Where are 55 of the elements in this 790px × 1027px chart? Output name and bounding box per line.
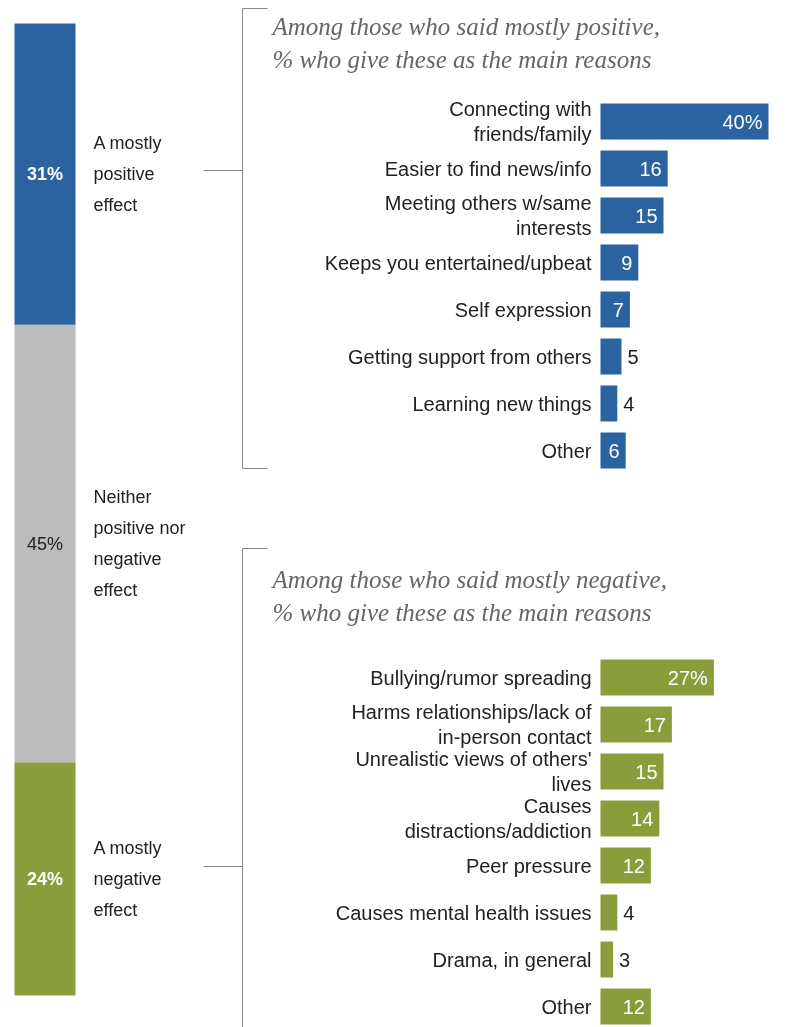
- y-tick-label: Other: [541, 995, 592, 1018]
- bar: [600, 244, 639, 281]
- data-label: 27%: [667, 666, 709, 689]
- data-label: 12: [622, 995, 645, 1018]
- y-tick-label: Keeps you entertained/upbeat: [324, 251, 592, 274]
- chart-title: Among those who said mostly positive, % who give these as the main reasons: [270, 12, 660, 74]
- data-label: 15: [635, 204, 658, 227]
- bar: [600, 800, 660, 837]
- y-tick-label: Self expression: [454, 298, 592, 321]
- series-label: A mostly positive effect: [93, 133, 162, 216]
- data-label: 17: [643, 713, 666, 736]
- data-label: 45%: [26, 533, 64, 554]
- data-label: 12: [622, 854, 645, 877]
- y-tick-label: Harms relationships/lack of in-person contact: [351, 701, 592, 748]
- data-label: 9: [621, 251, 633, 274]
- bar: [600, 659, 714, 696]
- data-label: 31%: [26, 164, 64, 185]
- bar: [600, 941, 614, 978]
- data-label: 4: [623, 392, 635, 415]
- data-label: 14: [631, 807, 654, 830]
- y-tick-label: Causes distractions/addiction: [404, 795, 592, 842]
- bar: [600, 150, 668, 187]
- y-tick-label: Learning new things: [412, 392, 592, 415]
- bar: [600, 291, 630, 328]
- y-tick-label: Bullying/rumor spreading: [370, 666, 592, 689]
- data-label: 6: [608, 439, 620, 462]
- chart-title: Among those who said mostly negative, % who give these as the main reasons: [270, 565, 667, 627]
- data-label: 15: [635, 760, 658, 783]
- data-label: 40%: [722, 110, 763, 133]
- series-label: Neither positive nor negative effect: [93, 487, 186, 601]
- data-label: 3: [619, 948, 631, 971]
- y-tick-label: Other: [541, 439, 592, 462]
- data-label: 24%: [26, 868, 64, 889]
- bar: [600, 385, 618, 422]
- bar: [600, 988, 651, 1025]
- y-tick-label: Peer pressure: [465, 854, 592, 877]
- y-tick-label: Meeting others w/same interests: [384, 192, 592, 239]
- data-label: 5: [627, 345, 639, 368]
- y-tick-label: Connecting with friends/family: [449, 98, 592, 145]
- bar: [600, 894, 618, 931]
- data-label: 4: [623, 901, 635, 924]
- y-tick-label: Unrealistic views of others' lives: [355, 748, 592, 795]
- data-label: 7: [612, 298, 624, 321]
- bar: [600, 706, 672, 743]
- y-tick-label: Drama, in general: [432, 948, 592, 971]
- bar: [600, 847, 651, 884]
- y-tick-label: Causes mental health issues: [335, 901, 592, 924]
- y-tick-label: Getting support from others: [348, 345, 592, 368]
- data-label: 16: [639, 157, 662, 180]
- bar: [600, 753, 664, 790]
- y-tick-label: Easier to find news/info: [384, 157, 592, 180]
- series-label: A mostly negative effect: [93, 837, 162, 920]
- bar: [600, 103, 769, 140]
- bar: [600, 197, 664, 234]
- bar: [600, 338, 622, 375]
